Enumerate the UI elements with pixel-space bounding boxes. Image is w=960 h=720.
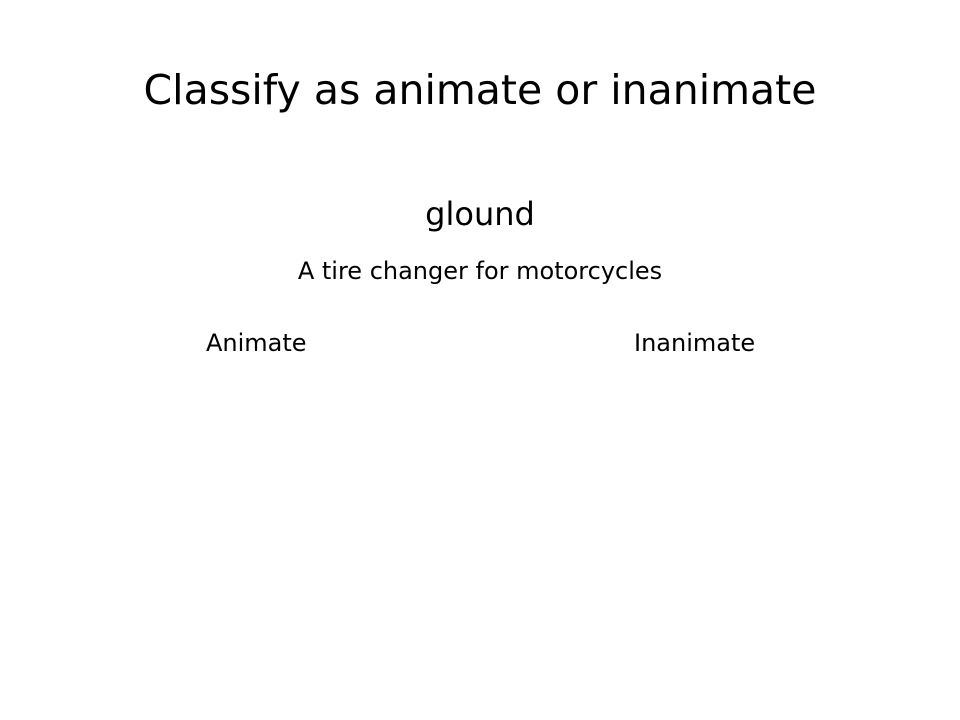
option-inanimate[interactable]: Inanimate (634, 329, 756, 357)
option-animate[interactable]: Animate (206, 329, 307, 357)
target-word: glound (425, 195, 535, 233)
slide-title: Classify as animate or inanimate (143, 66, 817, 114)
word-definition: A tire changer for motorcycles (297, 257, 663, 285)
